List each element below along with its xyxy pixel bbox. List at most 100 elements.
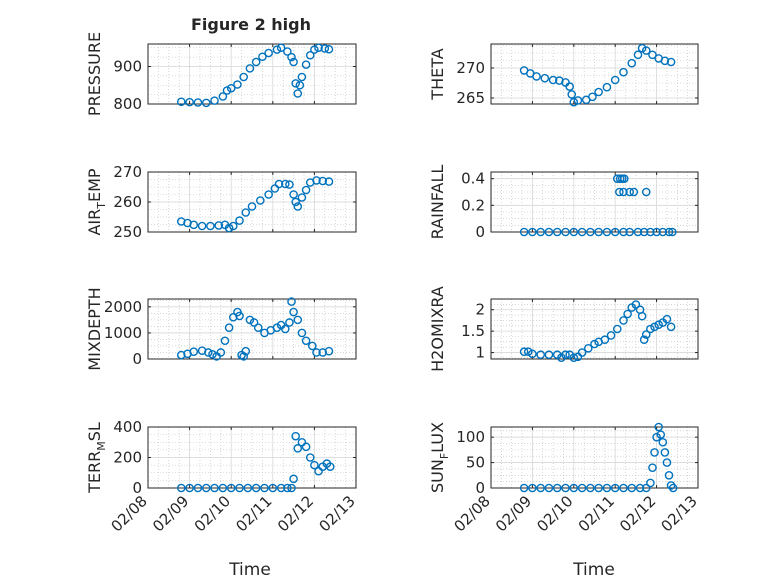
data-point bbox=[297, 193, 307, 202]
data-point bbox=[662, 458, 672, 467]
x-tick-label: 02/08 bbox=[451, 492, 494, 535]
data-point bbox=[218, 483, 228, 493]
x-tick-label: 02/09 bbox=[149, 492, 192, 535]
data-point bbox=[606, 331, 616, 340]
data-point bbox=[228, 221, 238, 231]
data-point bbox=[258, 52, 267, 62]
y-tick-label: 260 bbox=[113, 193, 142, 211]
data-point bbox=[552, 227, 562, 237]
data-point bbox=[276, 483, 286, 493]
data-point bbox=[586, 483, 595, 493]
data-point bbox=[662, 314, 672, 324]
data-point bbox=[654, 422, 663, 432]
subplot-7: 0 200 400 TERRMSL02/0802/0902/1002/1102/120… bbox=[85, 418, 359, 535]
axes-box bbox=[147, 43, 357, 105]
data-point bbox=[247, 202, 257, 211]
data-point bbox=[617, 174, 627, 183]
data-point bbox=[297, 328, 307, 338]
data-point bbox=[251, 483, 261, 493]
x-tick-label: 02/13 bbox=[658, 492, 701, 535]
data-point bbox=[577, 483, 587, 493]
data-point bbox=[314, 466, 323, 476]
data-point bbox=[619, 316, 628, 325]
data-point bbox=[176, 97, 186, 107]
data-point bbox=[666, 57, 676, 67]
data-point bbox=[272, 45, 282, 54]
data-point bbox=[600, 335, 610, 345]
data-point bbox=[627, 58, 637, 68]
y-tick-label: 800 bbox=[113, 95, 142, 113]
data-point bbox=[233, 80, 242, 89]
data-point bbox=[291, 431, 300, 441]
data-point bbox=[625, 187, 634, 197]
data-point bbox=[274, 179, 284, 189]
y-tick-label: 270 bbox=[113, 163, 142, 181]
data-point bbox=[629, 187, 639, 197]
y-tick-label: 0 bbox=[132, 350, 142, 368]
data-point bbox=[222, 86, 232, 95]
x-tick-label: 02/11 bbox=[575, 492, 618, 535]
data-point bbox=[208, 350, 217, 359]
data-point bbox=[648, 50, 657, 60]
data-point bbox=[251, 57, 261, 67]
data-point bbox=[293, 315, 303, 325]
data-point bbox=[176, 350, 186, 360]
axes-box bbox=[147, 298, 357, 360]
data-point bbox=[301, 185, 311, 195]
data-point bbox=[552, 483, 562, 493]
data-point bbox=[536, 483, 545, 493]
data-point bbox=[318, 348, 328, 357]
data-point bbox=[291, 79, 300, 88]
data-point bbox=[602, 483, 612, 493]
data-point bbox=[544, 350, 554, 360]
data-point bbox=[532, 72, 541, 81]
data-point bbox=[206, 221, 215, 231]
data-point bbox=[189, 220, 199, 230]
y-tick-label: 265 bbox=[456, 89, 485, 107]
y-tick-label: 0 bbox=[475, 223, 485, 241]
data-point bbox=[291, 197, 300, 207]
subplot-3: 250 260 270 AIRTEMP bbox=[85, 163, 357, 241]
y-tick-label: 200 bbox=[113, 449, 142, 467]
data-point bbox=[654, 320, 663, 330]
data-point bbox=[312, 348, 321, 357]
data-point bbox=[639, 335, 649, 345]
data-point bbox=[210, 96, 219, 105]
data-point bbox=[324, 177, 334, 186]
data-point bbox=[280, 179, 290, 189]
x-tick-label: 02/11 bbox=[232, 492, 275, 535]
data-point bbox=[519, 483, 529, 493]
data-point bbox=[633, 227, 643, 237]
y-tick-label: 270 bbox=[456, 59, 485, 77]
data-point bbox=[594, 87, 603, 97]
data-point bbox=[577, 348, 587, 357]
data-point bbox=[627, 483, 637, 493]
data-point bbox=[197, 221, 207, 231]
data-point bbox=[664, 470, 674, 480]
data-point bbox=[176, 483, 186, 493]
y-tick-label: 0.4 bbox=[461, 170, 485, 188]
data-point bbox=[314, 43, 323, 53]
y-tick-label: 2000 bbox=[104, 298, 142, 316]
data-point bbox=[310, 45, 319, 54]
x-tick-label: 02/09 bbox=[492, 492, 535, 535]
y-tick-label: 0 bbox=[475, 479, 485, 497]
data-point bbox=[310, 460, 319, 470]
data-point bbox=[637, 43, 647, 53]
data-point bbox=[293, 202, 303, 211]
data-point bbox=[226, 83, 236, 93]
data-point bbox=[623, 309, 632, 319]
data-point bbox=[668, 227, 677, 237]
data-point bbox=[256, 196, 265, 205]
x-axis-label-right: Time bbox=[572, 560, 615, 580]
data-point bbox=[201, 98, 211, 108]
data-point bbox=[536, 350, 545, 360]
data-point bbox=[594, 483, 603, 493]
axes-box bbox=[490, 43, 699, 105]
data-point bbox=[264, 48, 273, 58]
data-point bbox=[214, 221, 224, 230]
subplot-4: 0 0.2 0.4 RAINFALL bbox=[428, 165, 699, 241]
data-point bbox=[561, 227, 570, 237]
